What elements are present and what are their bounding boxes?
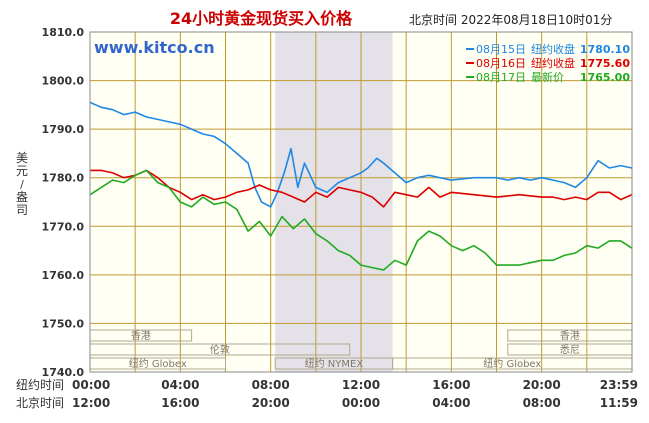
y-tick-label: 1740.0 — [42, 366, 85, 379]
x-tick-label-bj: 20:00 — [252, 396, 290, 410]
y-tick-label: 1760.0 — [42, 269, 85, 282]
chart-timestamp: 北京时间 2022年08月18日10时01分 — [409, 13, 612, 27]
x-tick-label-ny: 23:59 — [600, 378, 638, 392]
market-session-label: 纽约 Globex — [129, 357, 187, 370]
legend-value: 1780.10 — [580, 43, 630, 56]
market-session-label: 香港 — [131, 330, 151, 342]
chart-title: 24小时黄金现货买入价格 — [170, 9, 353, 28]
x-tick-label-bj: 00:00 — [342, 396, 380, 410]
legend-value: 1775.60 — [580, 57, 630, 70]
y-axis-label-char: 元 — [16, 164, 28, 178]
x-tick-label-bj: 08:00 — [523, 396, 561, 410]
legend-value: 1765.00 — [580, 71, 630, 84]
x-row-label-ny: 纽约时间 — [16, 377, 64, 392]
x-tick-label-ny: 20:00 — [523, 378, 561, 392]
x-tick-label-ny: 00:00 — [72, 378, 110, 392]
x-tick-label-bj: 04:00 — [432, 396, 470, 410]
legend-date: 08月17日 — [476, 71, 526, 84]
market-session-label: 悉尼 — [560, 344, 580, 356]
y-axis-label-char: / — [20, 178, 24, 191]
x-tick-label-ny: 16:00 — [432, 378, 470, 392]
x-tick-label-bj: 12:00 — [72, 396, 110, 410]
x-tick-label-bj: 11:59 — [600, 396, 638, 410]
x-tick-label-ny: 12:00 — [342, 378, 380, 392]
legend-label: 最新价 — [531, 70, 564, 84]
series-line-3 — [89, 169, 633, 271]
legend-label: 纽约收盘 — [531, 42, 575, 56]
series-line-2 — [90, 169, 633, 208]
legend-label: 纽约收盘 — [531, 56, 575, 70]
market-session-label: 香港 — [560, 330, 580, 342]
market-session-label: 纽约 NYMEX — [305, 357, 364, 370]
x-tick-label-bj: 16:00 — [161, 396, 199, 410]
y-tick-label: 1750.0 — [42, 317, 85, 330]
y-tick-label: 1780.0 — [42, 172, 85, 185]
nymex-highlight-band — [275, 32, 393, 372]
x-tick-label-ny: 04:00 — [161, 378, 199, 392]
legend-date: 08月15日 — [476, 43, 526, 56]
y-tick-label: 1800.0 — [42, 75, 85, 88]
y-tick-label: 1810.0 — [42, 26, 85, 39]
legend-date: 08月16日 — [476, 57, 526, 70]
market-session-label: 伦敦 — [210, 343, 230, 356]
series-line-1 — [89, 101, 632, 208]
kitco-watermark: www.kitco.cn — [94, 38, 215, 57]
y-axis-label-char: 盎 — [16, 190, 28, 204]
market-session-label: 纽约 Globex — [483, 357, 541, 370]
y-tick-label: 1770.0 — [42, 220, 85, 233]
x-row-label-bj: 北京时间 — [16, 396, 64, 410]
y-tick-label: 1790.0 — [42, 123, 85, 136]
y-axis-label-char: 美 — [16, 151, 28, 165]
plot-border — [89, 31, 633, 373]
x-tick-label-ny: 08:00 — [252, 378, 290, 392]
y-axis-label-char: 司 — [16, 203, 28, 217]
